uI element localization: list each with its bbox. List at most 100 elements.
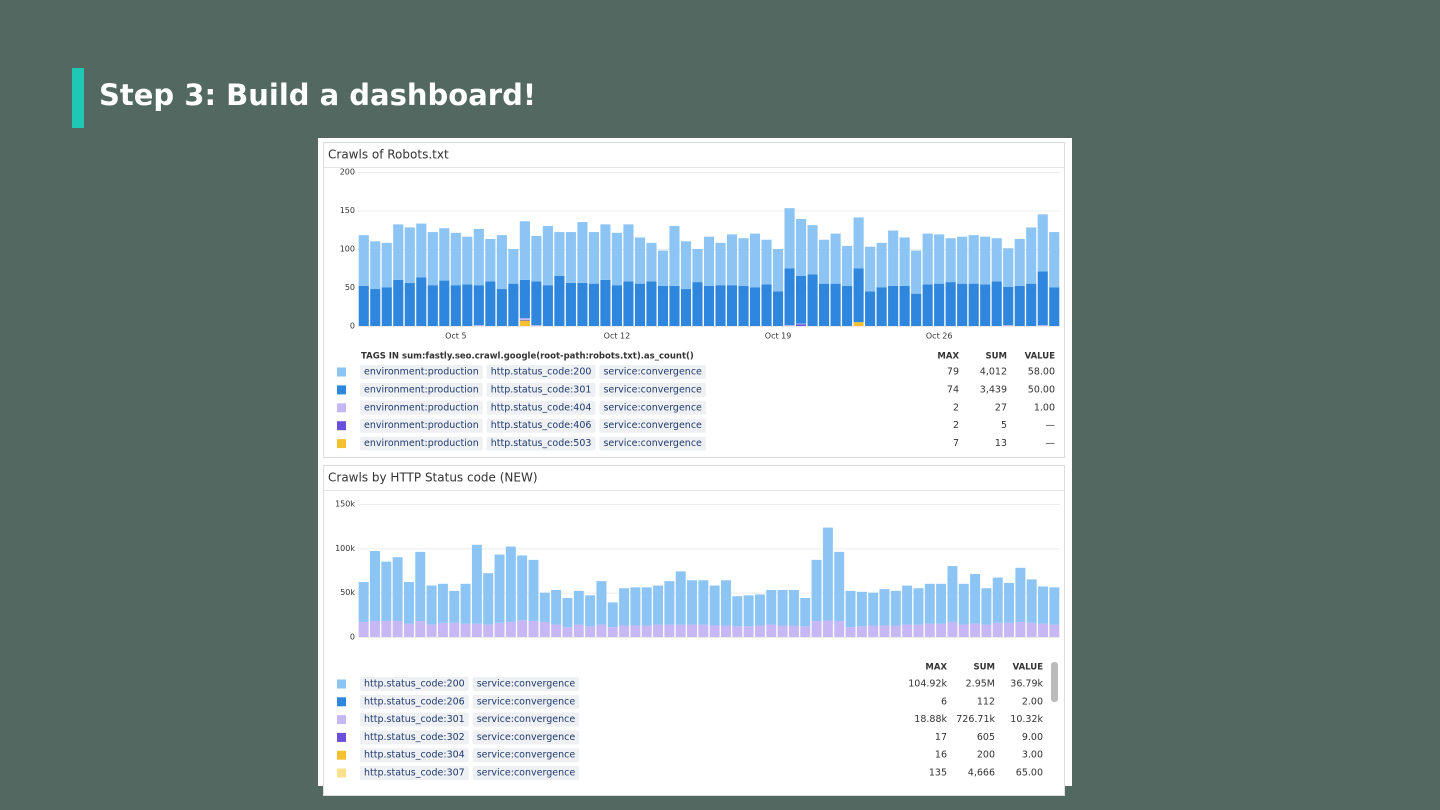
bar-segment <box>505 621 516 637</box>
bar-segment <box>358 582 369 622</box>
bar-segment <box>494 554 505 623</box>
bar-segment <box>483 573 494 625</box>
bar-segment <box>890 625 901 637</box>
bar-segment <box>947 621 958 637</box>
bar-segment <box>551 624 562 637</box>
bar-segment <box>416 223 427 278</box>
bar-segment <box>646 242 657 282</box>
bar-segment <box>404 282 415 326</box>
tag-chip <box>472 712 580 727</box>
table-cell: 6 <box>941 696 947 707</box>
bar-segment <box>968 283 979 326</box>
bar-segment <box>437 622 448 637</box>
bar-segment <box>980 284 991 326</box>
tag: http.status_code:302 <box>364 732 465 743</box>
bar-segment <box>539 592 550 622</box>
bar-segment <box>715 285 726 326</box>
bar-segment <box>856 591 867 627</box>
table-cell: 104.92k <box>908 679 947 690</box>
tag-chip <box>360 382 483 397</box>
bar-segment <box>819 239 830 284</box>
legend-swatch <box>337 421 346 431</box>
bar-segment <box>911 293 922 326</box>
tag-chip <box>486 400 596 415</box>
table-cell: 18.88k <box>914 714 947 725</box>
tag-chip <box>486 365 596 379</box>
bar-segment <box>834 621 845 637</box>
tag: service:convergence <box>603 438 702 449</box>
bar-segment <box>565 232 576 283</box>
bar-segment <box>607 602 618 628</box>
bar-segment <box>766 590 777 625</box>
tag-chip <box>360 712 469 727</box>
bar-segment <box>496 235 507 290</box>
bar-segment <box>664 581 675 625</box>
bar-segment <box>680 241 692 290</box>
bar-segment <box>370 550 380 622</box>
bar-segment <box>588 283 599 326</box>
tag-chip <box>360 400 483 415</box>
x-tick-label: Oct 5 <box>445 332 466 341</box>
bar-segment <box>634 237 646 284</box>
bar-segment <box>732 626 743 637</box>
bar-segment <box>634 283 646 326</box>
bar-segment <box>392 557 403 622</box>
bar-segment <box>876 242 887 288</box>
table-cell: 112 <box>977 696 995 707</box>
tag: service:convergence <box>477 750 576 761</box>
table-cell: — <box>1046 420 1056 431</box>
bar-segment <box>596 624 607 637</box>
bar-segment <box>462 284 473 326</box>
y-tick-label: 50k <box>340 588 355 597</box>
bar-segment <box>856 626 867 637</box>
tag: http.status_code:503 <box>491 438 592 449</box>
y-tick-label: 200 <box>340 168 355 177</box>
bar-segment <box>562 597 573 628</box>
bar-segment <box>911 250 922 294</box>
tag-chip <box>360 365 483 379</box>
bar-segment <box>485 281 496 326</box>
tag-chip <box>360 694 469 709</box>
bar-segment <box>902 624 913 637</box>
bar-segment <box>562 627 573 637</box>
tag-chip <box>360 730 469 745</box>
table-header: SUM <box>974 663 995 673</box>
bar-segment <box>822 620 833 637</box>
bar-segment <box>819 283 830 326</box>
bar-segment <box>777 625 788 637</box>
bar-segment <box>519 221 530 280</box>
tag-chip <box>599 436 706 451</box>
table-header: TAGS IN sum:fastly.seo.crawl.google(root… <box>361 352 694 362</box>
tag-chip <box>360 436 483 451</box>
tag: http.status_code:304 <box>364 750 465 761</box>
bar-segment <box>879 625 890 637</box>
bar-segment <box>675 571 686 625</box>
table-cell: 16 <box>935 750 947 761</box>
bar-segment <box>381 242 392 288</box>
bar-segment <box>772 291 784 326</box>
bar-segment <box>1003 286 1014 326</box>
bar-segment <box>732 596 743 627</box>
bar-segment <box>721 580 731 626</box>
bar-segment <box>370 241 381 290</box>
bar-segment <box>641 625 652 637</box>
bar-segment <box>788 625 799 637</box>
bar-segment <box>868 592 879 626</box>
bar-segment <box>680 289 692 326</box>
table-cell: 13 <box>995 438 1007 449</box>
legend-swatch <box>337 715 346 725</box>
bar-segment <box>1015 567 1026 622</box>
bar-segment <box>358 285 369 326</box>
bar-segment <box>1049 232 1060 288</box>
table-cell: 2.95M <box>966 679 995 690</box>
bar-segment <box>426 585 437 625</box>
bar-segment <box>471 544 482 624</box>
bar-segment <box>853 322 864 326</box>
tag-chip <box>599 365 706 379</box>
scrollbar[interactable] <box>1051 662 1058 702</box>
bar-segment <box>968 235 979 284</box>
bar-segment <box>508 283 519 326</box>
bar-segment <box>596 581 607 625</box>
table-cell: 3.00 <box>1022 750 1043 761</box>
bar-segment <box>784 268 795 326</box>
